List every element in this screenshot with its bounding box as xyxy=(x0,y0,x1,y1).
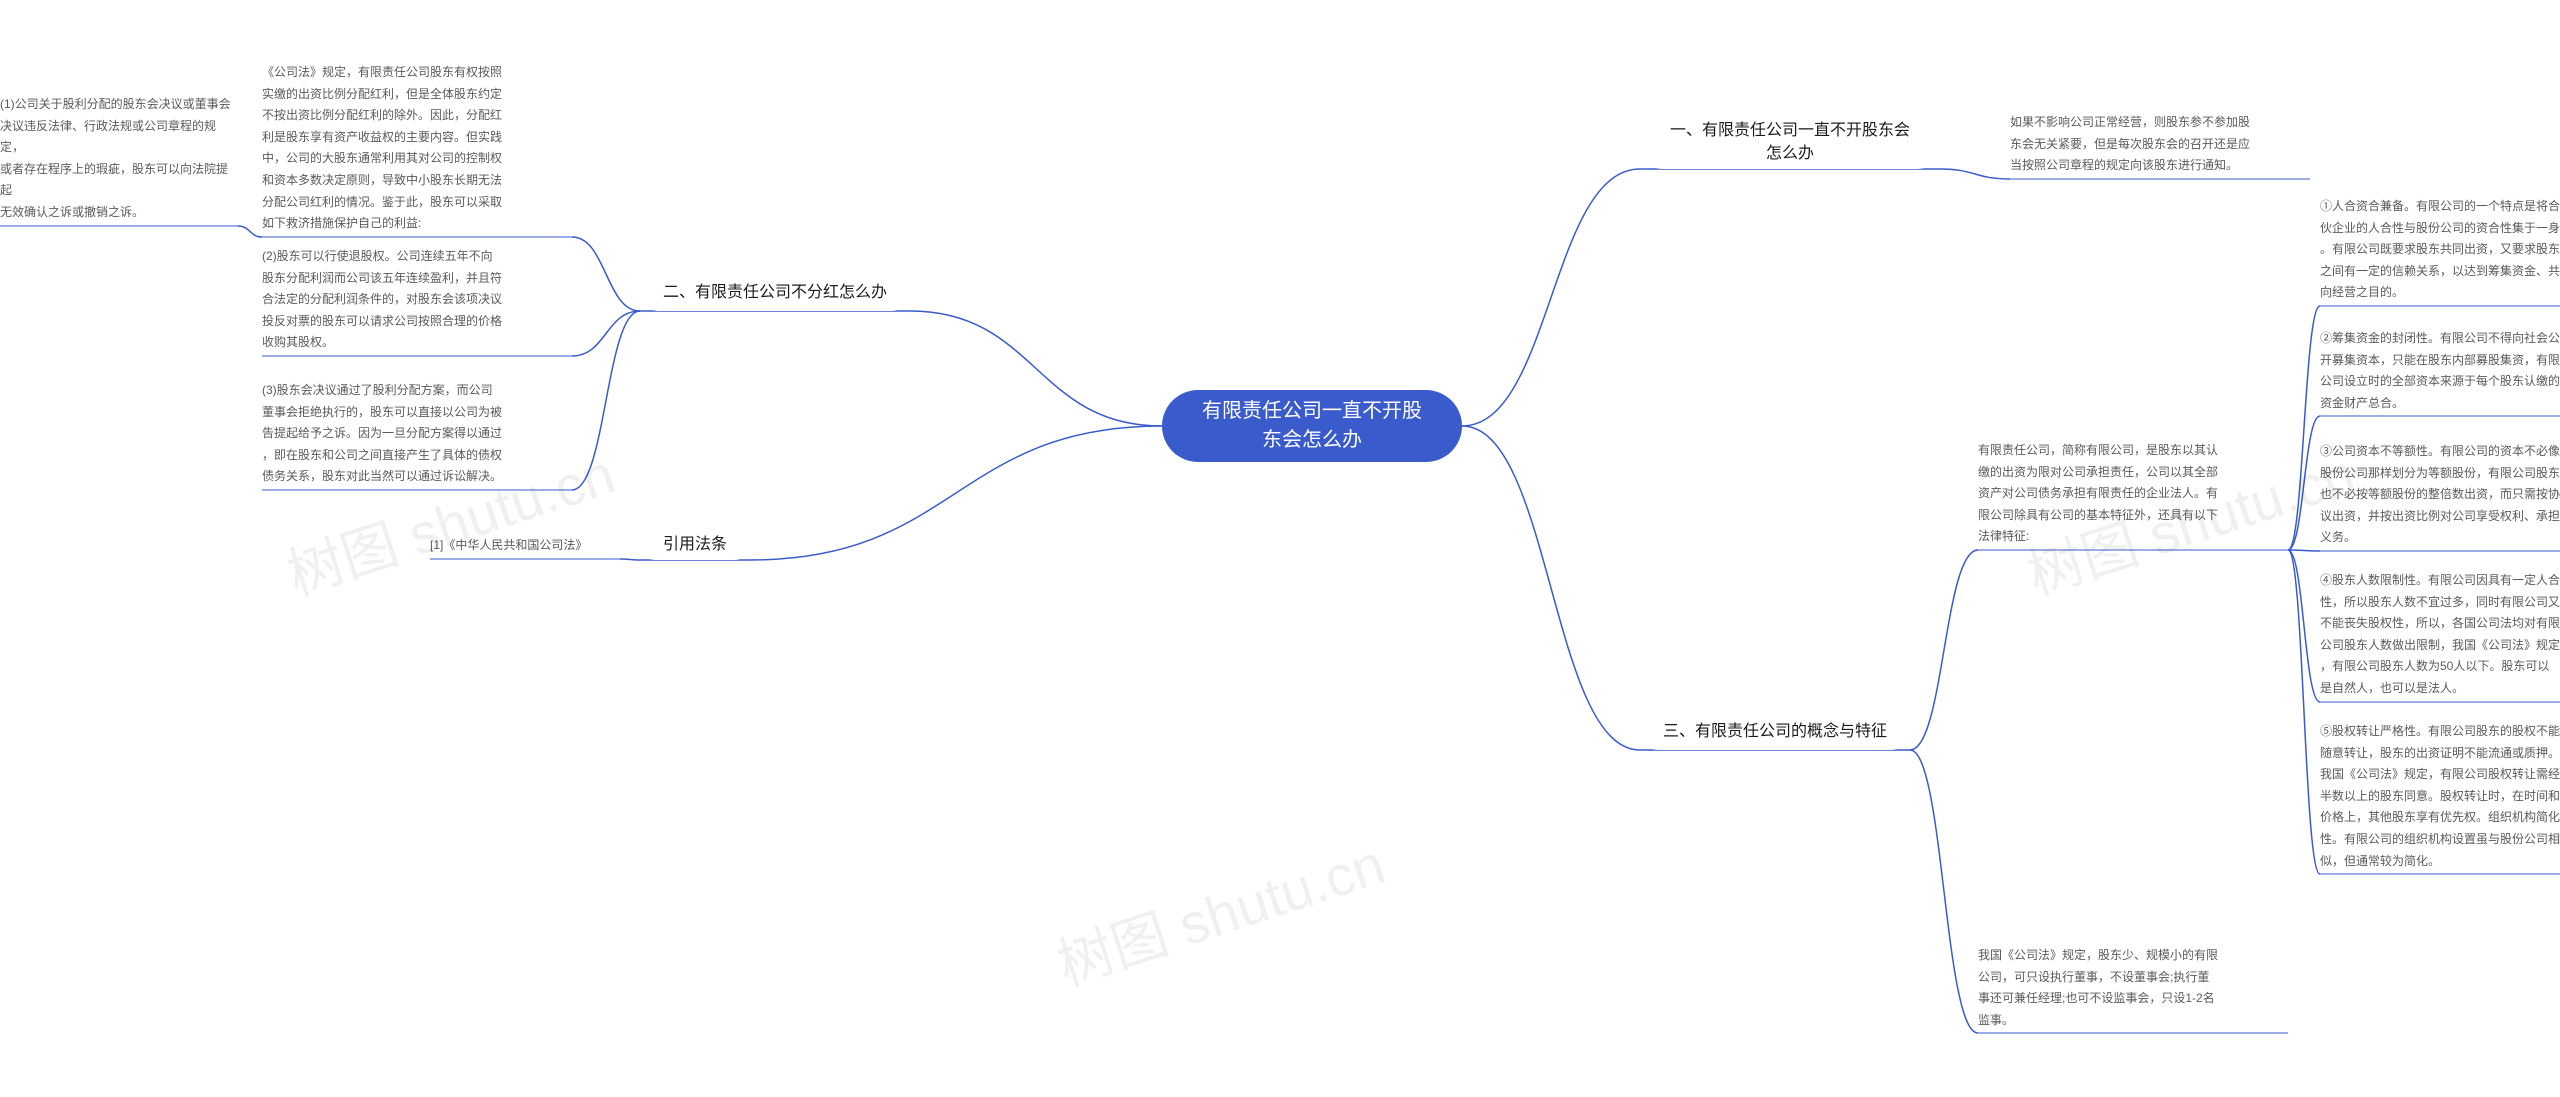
leaf-b2c1: (1)公司关于股利分配的股东会决议或董事会决议违反法律、行政法规或公司章程的规定… xyxy=(0,94,238,224)
leaf-b2l1: (2)股东可以行使退股权。公司连续五年不向股东分配利润而公司该五年连续盈利，并且… xyxy=(262,246,572,354)
root-node[interactable]: 有限责任公司一直不开股东会怎么办 xyxy=(1162,390,1462,462)
branch-b1[interactable]: 一、有限责任公司一直不开股东会怎么办 xyxy=(1640,115,1940,169)
leaf-b4l1: [1]《中华人民共和国公司法》 xyxy=(430,535,620,557)
leaf-b1l1: 如果不影响公司正常经营，则股东参不参加股东会无关紧要，但是每次股东会的召开还是应… xyxy=(2010,112,2310,177)
leaf-b2l2: (3)股东会决议通过了股利分配方案，而公司董事会拒绝执行的，股东可以直接以公司为… xyxy=(262,380,572,488)
watermark: 树图 shutu.cn xyxy=(1046,820,1394,1002)
leaf-b3c4: ④股东人数限制性。有限公司因具有一定人合性，所以股东人数不宜过多，同时有限公司又… xyxy=(2320,570,2560,700)
leaf-b3c5: ⑤股权转让严格性。有限公司股东的股权不能随意转让，股东的出资证明不能流通或质押。… xyxy=(2320,721,2560,872)
leaf-b3c1: ①人合资合兼备。有限公司的一个特点是将合伙企业的人合性与股份公司的资合性集于一身… xyxy=(2320,196,2560,304)
leaf-b3c2: ②筹集资金的封闭性。有限公司不得向社会公开募集资本，只能在股东内部募股集资，有限… xyxy=(2320,328,2560,414)
leaf-b2l0: 《公司法》规定，有限责任公司股东有权按照实缴的出资比例分配红利，但是全体股东约定… xyxy=(262,62,572,235)
leaf-b3c3: ③公司资本不等额性。有限公司的资本不必像股份公司那样划分为等额股份，有限公司股东… xyxy=(2320,441,2560,549)
branch-b3[interactable]: 三、有限责任公司的概念与特征 xyxy=(1640,714,1910,750)
branch-b4[interactable]: 引用法条 xyxy=(640,530,750,560)
leaf-b3l0: 有限责任公司，简称有限公司，是股东以其认缴的出资为限对公司承担责任，公司以其全部… xyxy=(1978,440,2288,548)
leaf-b3l1: 我国《公司法》规定，股东少、规模小的有限公司，可只设执行董事，不设董事会;执行董… xyxy=(1978,945,2288,1031)
branch-b2[interactable]: 二、有限责任公司不分红怎么办 xyxy=(640,275,910,311)
